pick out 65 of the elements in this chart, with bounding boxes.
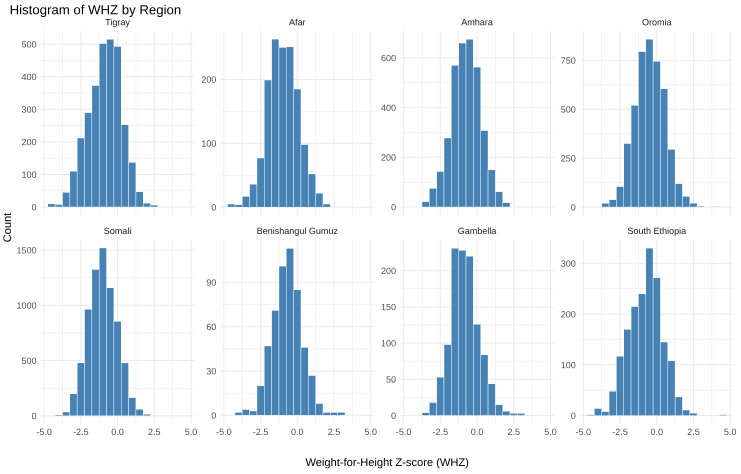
x-tick-label: 2.5 [328, 428, 340, 436]
chart-title: Amhara [461, 18, 493, 26]
y-tick-label: 50 [386, 376, 396, 383]
y-tick-label: 90 [206, 279, 216, 286]
text: Histogram of WHZ by Region [10, 4, 180, 18]
x-tick-label: 5.0 [544, 428, 556, 436]
x-tick-label: -2.5 [612, 428, 628, 436]
x-tick-label: 5.0 [724, 428, 736, 436]
y-tick-label: 60 [206, 324, 216, 330]
x-tick-label: 0.0 [112, 428, 124, 436]
x-axis-title: Weight-for-Height Z-score (WHZ) [306, 458, 468, 468]
y-tick-label: 200 [22, 138, 36, 146]
y-tick-label: 600 [381, 54, 396, 62]
y-tick-label: 750 [561, 57, 576, 64]
y-tick-label: 100 [561, 362, 576, 368]
x-tick-label: -5.0 [576, 428, 591, 436]
y-tick-label: 100 [22, 171, 36, 178]
y-tick-label: 0 [571, 204, 576, 210]
x-tick-label: 2.5 [148, 428, 160, 436]
y-tick-label: 0 [571, 412, 576, 419]
x-tick-label: 0.0 [650, 428, 663, 436]
y-tick-label: 200 [381, 268, 396, 274]
y-tick-label: 1500 [17, 247, 36, 254]
x-tick-label: 5.0 [364, 428, 377, 436]
x-tick-label: 0.0 [471, 428, 483, 436]
chart-title: Tigray [105, 18, 130, 28]
x-tick-label: -2.5 [432, 428, 448, 436]
x-tick-label: -5.0 [216, 428, 232, 436]
chart-title: Afar [289, 18, 306, 26]
y-tick-label: 0 [212, 204, 216, 211]
x-tick-label: -5.0 [36, 428, 52, 436]
chart-title: South Ethiopia [628, 227, 686, 236]
y-tick-label: 200 [561, 311, 576, 318]
y-tick-label: 1000 [17, 302, 36, 309]
y-tick-label: 100 [202, 140, 216, 147]
y-tick-label: 0 [391, 412, 396, 419]
chart-title: Benishangul Gumuz [257, 227, 338, 236]
x-tick-label: 0.0 [291, 428, 304, 436]
y-axis-title: Count [3, 212, 12, 242]
y-tick-label: 0 [32, 412, 36, 420]
y-tick-label: 100 [382, 340, 396, 346]
y-tick-label: 500 [561, 106, 576, 113]
y-tick-label: 0 [391, 204, 396, 210]
chart-title: Oromia [642, 18, 672, 26]
y-tick-label: 0 [212, 412, 216, 419]
y-tick-label: 400 [22, 74, 36, 80]
y-tick-label: 0 [32, 204, 36, 210]
y-tick-label: 300 [22, 106, 36, 113]
y-tick-label: 150 [382, 304, 396, 310]
y-tick-label: 500 [22, 41, 36, 48]
y-tick-label: 300 [561, 260, 576, 267]
x-tick-label: -2.5 [253, 428, 268, 436]
x-tick-label: -2.5 [73, 428, 88, 436]
y-tick-label: 200 [202, 76, 216, 83]
y-tick-label: 30 [206, 368, 216, 374]
x-tick-label: 2.5 [688, 428, 700, 436]
x-tick-label: 5.0 [185, 428, 197, 436]
y-tick-label: 250 [561, 155, 576, 162]
x-tick-label: 2.5 [508, 428, 520, 436]
y-tick-label: 200 [381, 154, 396, 161]
y-tick-label: 400 [381, 104, 396, 111]
chart-title: Gambella [458, 227, 496, 234]
y-tick-label: 500 [22, 358, 36, 364]
chart-title: Somali [104, 227, 131, 234]
x-tick-label: -5.0 [396, 428, 412, 436]
